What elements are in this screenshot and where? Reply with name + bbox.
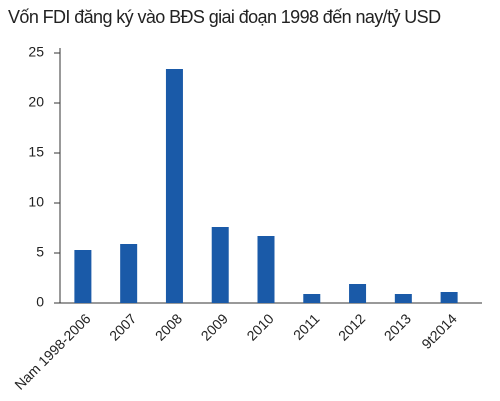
bar	[440, 292, 458, 303]
bar	[211, 227, 229, 303]
bar	[74, 250, 92, 303]
bar	[120, 244, 138, 303]
y-tick-label: 15	[28, 144, 44, 160]
y-tick-label: 25	[28, 44, 44, 60]
y-tick-label: 10	[28, 194, 44, 210]
y-tick-label: 20	[28, 94, 44, 110]
bar	[303, 294, 321, 303]
bar	[165, 69, 183, 303]
y-tick-label: 0	[36, 294, 44, 310]
bar	[349, 284, 367, 303]
bar	[257, 236, 275, 303]
x-tick-label: 2013	[381, 310, 414, 343]
x-tick-label: 2010	[243, 310, 276, 343]
bar	[394, 294, 412, 303]
x-tick-label: 2007	[106, 310, 139, 343]
x-tick-label: 9t2014	[418, 310, 460, 352]
x-tick-label: 2008	[152, 310, 185, 343]
x-tick-label: 2009	[198, 310, 231, 343]
x-tick-label: Nam 1998-2006	[11, 310, 93, 392]
x-tick-label: 2012	[335, 310, 368, 343]
y-tick-label: 5	[36, 244, 44, 260]
x-tick-label: 2011	[290, 310, 323, 343]
chart-title: Vốn FDI đăng ký vào BĐS giai đoạn 1998 đ…	[8, 7, 441, 27]
